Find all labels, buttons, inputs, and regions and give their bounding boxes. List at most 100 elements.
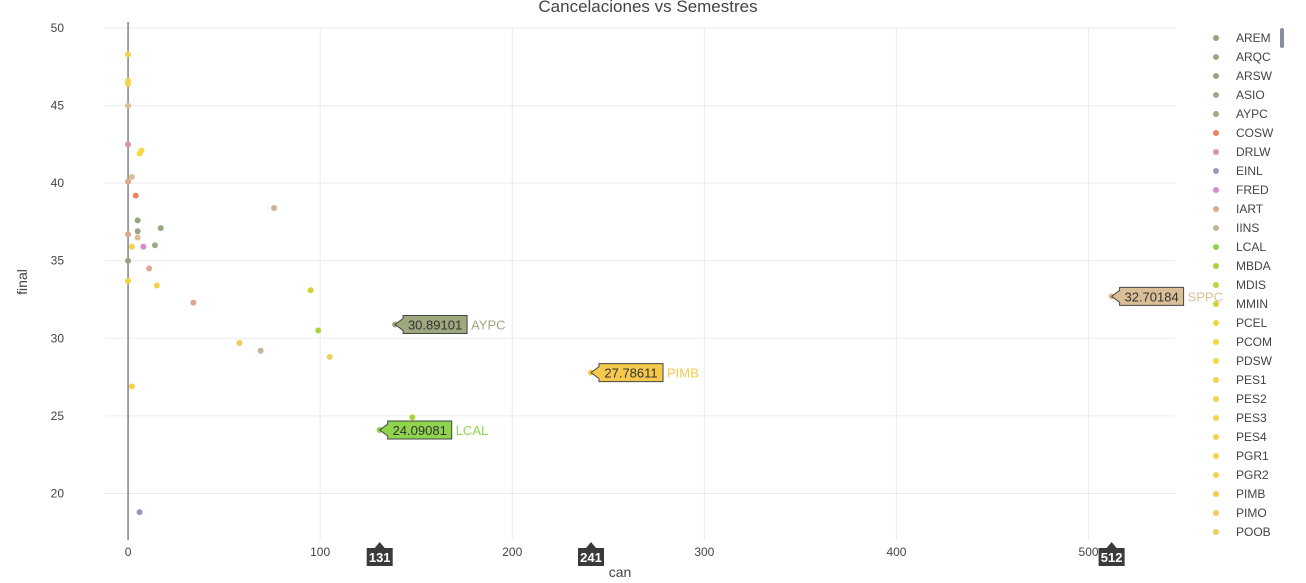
- legend-label: AREM: [1236, 31, 1271, 45]
- legend-label: PES1: [1236, 373, 1267, 387]
- data-point-iart[interactable]: [125, 231, 132, 238]
- legend-marker: [1213, 35, 1219, 41]
- y-tick-label: 35: [51, 254, 65, 268]
- data-point-drlw[interactable]: [125, 141, 132, 148]
- x-spike-labels: 131 241 512: [366, 542, 1125, 566]
- legend-marker: [1213, 396, 1219, 402]
- legend-label: IART: [1236, 202, 1264, 216]
- legend-item-mmin[interactable]: MMIN: [1213, 297, 1268, 311]
- legend-item-cosw[interactable]: COSW: [1213, 126, 1274, 140]
- data-point-pgr2[interactable]: [128, 383, 135, 390]
- data-point-arsw[interactable]: [134, 228, 141, 235]
- legend-item-drlw[interactable]: DRLW: [1213, 145, 1271, 159]
- data-point-iart[interactable]: [146, 265, 153, 272]
- legend-scrollbar[interactable]: [1280, 28, 1284, 48]
- legend-item-pes3[interactable]: PES3: [1213, 411, 1267, 425]
- data-point-poob[interactable]: [326, 353, 333, 360]
- legend-marker: [1213, 339, 1219, 345]
- data-point-pes3[interactable]: [125, 80, 132, 87]
- legend-marker: [1213, 434, 1219, 440]
- legend-item-iart[interactable]: IART: [1213, 202, 1264, 216]
- legend-item-aypc[interactable]: AYPC: [1213, 107, 1268, 121]
- legend-label: COSW: [1236, 126, 1274, 140]
- legend-item-pes2[interactable]: PES2: [1213, 392, 1267, 406]
- data-point-fred[interactable]: [140, 243, 147, 250]
- hover-label-value: 27.78611: [604, 366, 657, 381]
- data-point-pgr1[interactable]: [153, 282, 160, 289]
- y-tick-label: 20: [51, 486, 65, 500]
- legend-marker: [1213, 263, 1219, 269]
- legend-item-pgr1[interactable]: PGR1: [1213, 449, 1269, 463]
- legend-item-pcom[interactable]: PCOM: [1213, 335, 1272, 349]
- legend-label: PGR2: [1236, 468, 1269, 482]
- legend-label: AYPC: [1236, 107, 1268, 121]
- legend-marker: [1213, 225, 1219, 231]
- data-point-sppc[interactable]: [125, 102, 132, 109]
- legend-item-mdis[interactable]: MDIS: [1213, 278, 1266, 292]
- axes: 0 100 200 300 400 500 20 25 30 35 40 45 50: [51, 21, 1099, 559]
- x-spike-value: 131: [369, 550, 391, 565]
- y-tick-label: 25: [51, 409, 65, 423]
- data-point-einl[interactable]: [136, 509, 143, 516]
- legend-item-pcel[interactable]: PCEL: [1213, 316, 1268, 330]
- data-point-mbda[interactable]: [409, 414, 416, 421]
- legend-item-pes1[interactable]: PES1: [1213, 373, 1267, 387]
- legend-marker: [1213, 510, 1219, 516]
- legend-marker: [1213, 168, 1219, 174]
- legend-item-pgr2[interactable]: PGR2: [1213, 468, 1269, 482]
- data-point-arsw[interactable]: [125, 257, 132, 264]
- legend-marker: [1213, 149, 1219, 155]
- legend-label: FRED: [1236, 183, 1269, 197]
- hover-label-box: [590, 363, 664, 383]
- data-point-iart[interactable]: [190, 299, 197, 306]
- data-point-mmin[interactable]: [307, 287, 314, 294]
- x-tick-label: 400: [886, 545, 906, 559]
- data-point-pes4[interactable]: [128, 243, 135, 250]
- data-point-pes1[interactable]: [125, 51, 132, 58]
- legend-item-arsw[interactable]: ARSW: [1213, 69, 1273, 83]
- legend-label: DRLW: [1236, 145, 1271, 159]
- legend-marker: [1213, 54, 1219, 60]
- data-point-pdsw[interactable]: [136, 150, 143, 157]
- x-tick-label: 300: [694, 545, 714, 559]
- legend-label: PCEL: [1236, 316, 1268, 330]
- legend-label: PGR1: [1236, 449, 1269, 463]
- y-axis-title: final: [14, 269, 30, 295]
- y-tick-label: 50: [51, 21, 65, 35]
- legend-marker: [1213, 358, 1219, 364]
- hover-label-series: LCAL: [456, 423, 489, 438]
- legend-item-poob[interactable]: POOB: [1213, 525, 1271, 539]
- data-point-iins[interactable]: [271, 204, 278, 211]
- hover-labels: 30.89101 AYPC 27.78611 PIMB 24.09081 LCAL 32.7…: [378, 286, 1223, 440]
- legend-item-pimo[interactable]: PIMO: [1213, 506, 1267, 520]
- data-point-sppc[interactable]: [134, 234, 141, 241]
- legend-item-mbda[interactable]: MBDA: [1213, 259, 1271, 273]
- legend[interactable]: AREM ARQC ARSW ASIO AYPC COSW DRLW EINL FRED IART…: [1213, 31, 1274, 539]
- legend-label: POOB: [1236, 525, 1271, 539]
- data-point-cosw[interactable]: [132, 192, 139, 199]
- legend-item-fred[interactable]: FRED: [1213, 183, 1269, 197]
- legend-item-iins[interactable]: IINS: [1213, 221, 1259, 235]
- data-point-sppc[interactable]: [128, 173, 135, 180]
- legend-item-asio[interactable]: ASIO: [1213, 88, 1265, 102]
- legend-item-lcal[interactable]: LCAL: [1213, 240, 1266, 254]
- data-point-pcel[interactable]: [125, 277, 132, 284]
- legend-item-einl[interactable]: EINL: [1213, 164, 1263, 178]
- legend-item-arqc[interactable]: ARQC: [1213, 50, 1271, 64]
- legend-marker: [1213, 73, 1219, 79]
- data-point-asio[interactable]: [151, 242, 158, 249]
- hover-label-series: AYPC: [471, 317, 505, 332]
- data-point-mbda[interactable]: [315, 327, 322, 334]
- data-point-iart[interactable]: [125, 178, 132, 185]
- legend-item-pimb[interactable]: PIMB: [1213, 487, 1265, 501]
- legend-item-pdsw[interactable]: PDSW: [1213, 354, 1273, 368]
- data-point-arem[interactable]: [134, 217, 141, 224]
- data-point-iins[interactable]: [257, 347, 264, 354]
- data-point-arqc[interactable]: [157, 225, 164, 232]
- data-point-pimo[interactable]: [236, 339, 243, 346]
- legend-item-arem[interactable]: AREM: [1213, 31, 1271, 45]
- legend-marker: [1213, 453, 1219, 459]
- hover-label-series: PIMB: [667, 366, 699, 381]
- legend-item-pes4[interactable]: PES4: [1213, 430, 1267, 444]
